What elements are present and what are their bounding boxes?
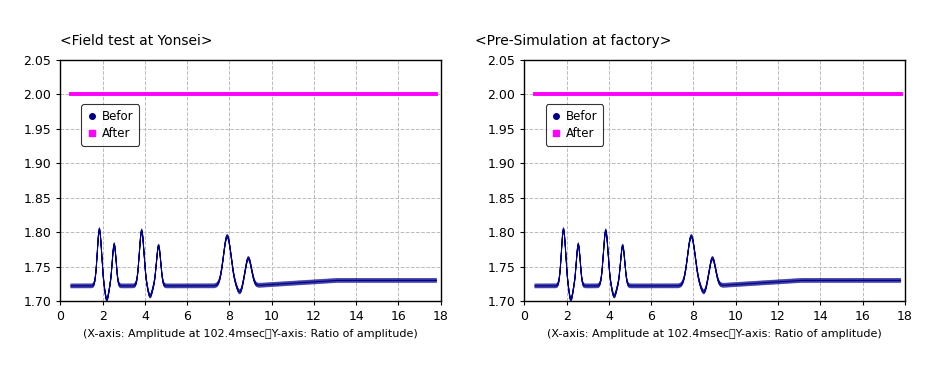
Legend: Befor, After: Befor, After (82, 104, 139, 146)
Text: <Field test at Yonsei>: <Field test at Yonsei> (60, 34, 212, 48)
Legend: Befor, After: Befor, After (545, 104, 603, 146)
X-axis label: (X-axis: Amplitude at 102.4msec、Y-axis: Ratio of amplitude): (X-axis: Amplitude at 102.4msec、Y-axis: … (83, 328, 417, 339)
X-axis label: (X-axis: Amplitude at 102.4msec、Y-axis: Ratio of amplitude): (X-axis: Amplitude at 102.4msec、Y-axis: … (547, 328, 881, 339)
Text: <Pre-Simulation at factory>: <Pre-Simulation at factory> (475, 34, 671, 48)
